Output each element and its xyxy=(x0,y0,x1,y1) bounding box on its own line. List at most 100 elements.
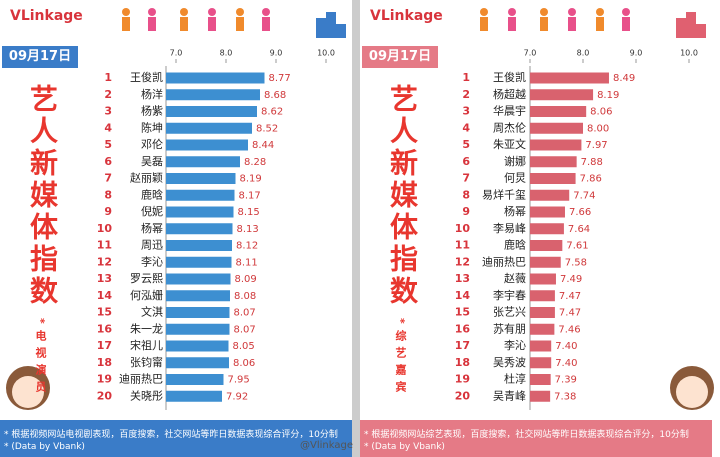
bar xyxy=(530,357,552,369)
category-label: 迪丽热巴 xyxy=(119,373,163,386)
category-label: 罗云熙 xyxy=(130,272,163,285)
bar xyxy=(166,189,235,201)
rank: 11 xyxy=(97,239,112,252)
value-label: 8.06 xyxy=(233,358,255,369)
bar xyxy=(530,139,582,151)
value-label: 7.47 xyxy=(559,308,581,319)
rank: 1 xyxy=(104,71,112,84)
value-label: 8.00 xyxy=(587,123,609,134)
rank: 2 xyxy=(104,88,112,101)
value-label: 8.09 xyxy=(235,274,257,285)
rank: 9 xyxy=(104,205,112,218)
x-tick-label: 7.0 xyxy=(524,49,537,58)
bar xyxy=(166,72,265,84)
category-label: 杨幂 xyxy=(504,204,526,218)
date-box xyxy=(2,46,78,68)
bar xyxy=(530,290,555,302)
category-label: 王俊凯 xyxy=(493,70,526,84)
bar xyxy=(166,89,260,101)
value-label: 8.68 xyxy=(264,90,286,101)
category-label: 李宇春 xyxy=(493,288,526,302)
value-label: 7.40 xyxy=(555,341,577,352)
note: * 根据视频网站电视剧表现，百度搜索，社交网站等昨日数据表现综合评分，10分制 xyxy=(4,430,338,440)
category-label: 杨超越 xyxy=(493,87,526,101)
category-label: 何泓姗 xyxy=(130,288,163,302)
x-tick-label: 9.0 xyxy=(270,49,283,58)
x-tick-label: 8.0 xyxy=(220,49,233,58)
rank: 16 xyxy=(455,322,471,335)
divider xyxy=(352,0,360,457)
value-label: 7.92 xyxy=(226,391,248,402)
category-label: 朱一龙 xyxy=(130,322,163,335)
bar xyxy=(530,189,570,201)
bar xyxy=(530,206,565,218)
value-label: 8.28 xyxy=(244,157,266,168)
bar xyxy=(166,290,230,302)
x-tick-label: 10.0 xyxy=(317,49,335,58)
rank: 15 xyxy=(97,306,112,319)
bar xyxy=(166,122,252,134)
value-label: 8.19 xyxy=(597,90,619,101)
category-label: 邓伦 xyxy=(141,137,163,151)
category-label: 李沁 xyxy=(141,254,163,268)
bar xyxy=(530,223,564,235)
value-label: 7.66 xyxy=(569,207,591,218)
value-label: 8.19 xyxy=(240,174,262,185)
bar xyxy=(530,72,609,84)
value-label: 8.07 xyxy=(234,308,256,319)
bar xyxy=(166,206,234,218)
value-label: 7.74 xyxy=(573,190,595,201)
bar xyxy=(166,106,257,117)
bar xyxy=(166,240,232,251)
category-label: 李沁 xyxy=(504,338,526,352)
bar xyxy=(166,374,224,385)
category-label: 何炅 xyxy=(504,172,526,185)
rank: 18 xyxy=(455,356,470,369)
bar xyxy=(530,390,551,402)
bar xyxy=(166,390,222,402)
logo: VLinkage xyxy=(10,8,83,24)
value-label: 8.17 xyxy=(239,190,261,201)
category-label: 杜淳 xyxy=(504,372,526,386)
rank: 4 xyxy=(104,121,112,134)
bar xyxy=(530,273,556,285)
rank: 8 xyxy=(462,188,470,201)
rank: 11 xyxy=(455,239,470,252)
bar xyxy=(530,256,561,268)
bar xyxy=(530,374,551,385)
x-tick-label: 8.0 xyxy=(577,49,590,58)
category-label: 易烊千玺 xyxy=(482,187,526,201)
rank: 7 xyxy=(104,172,112,185)
value-label: 7.49 xyxy=(560,274,582,285)
bar xyxy=(166,323,230,335)
value-label: 7.95 xyxy=(228,375,250,386)
category-label: 鹿晗 xyxy=(504,238,526,252)
bar xyxy=(166,307,230,318)
rank: 6 xyxy=(462,155,470,168)
value-label: 7.47 xyxy=(559,291,581,302)
rank: 5 xyxy=(104,138,112,151)
rank: 17 xyxy=(455,339,470,352)
category-label: 吴秀波 xyxy=(493,356,526,369)
value-label: 8.62 xyxy=(261,107,283,118)
rank: 4 xyxy=(462,121,470,134)
value-label: 8.44 xyxy=(252,140,274,151)
category-label: 朱亚文 xyxy=(493,137,526,151)
category-label: 杨紫 xyxy=(141,104,163,118)
rank: 14 xyxy=(97,289,113,302)
bar xyxy=(530,323,555,335)
bar xyxy=(166,273,231,285)
bar xyxy=(166,139,248,151)
value-label: 8.12 xyxy=(236,241,258,252)
category-label: 李易峰 xyxy=(493,221,526,235)
value-label: 7.86 xyxy=(580,174,602,185)
rank: 20 xyxy=(455,389,471,402)
x-tick-label: 10.0 xyxy=(680,49,698,58)
value-label: 8.52 xyxy=(256,123,278,134)
logo: VLinkage xyxy=(370,8,443,24)
footer-band xyxy=(0,420,352,457)
bar xyxy=(166,223,233,235)
category-label: 华晨宇 xyxy=(493,104,526,118)
watermark: @Vlinkage xyxy=(300,440,353,451)
